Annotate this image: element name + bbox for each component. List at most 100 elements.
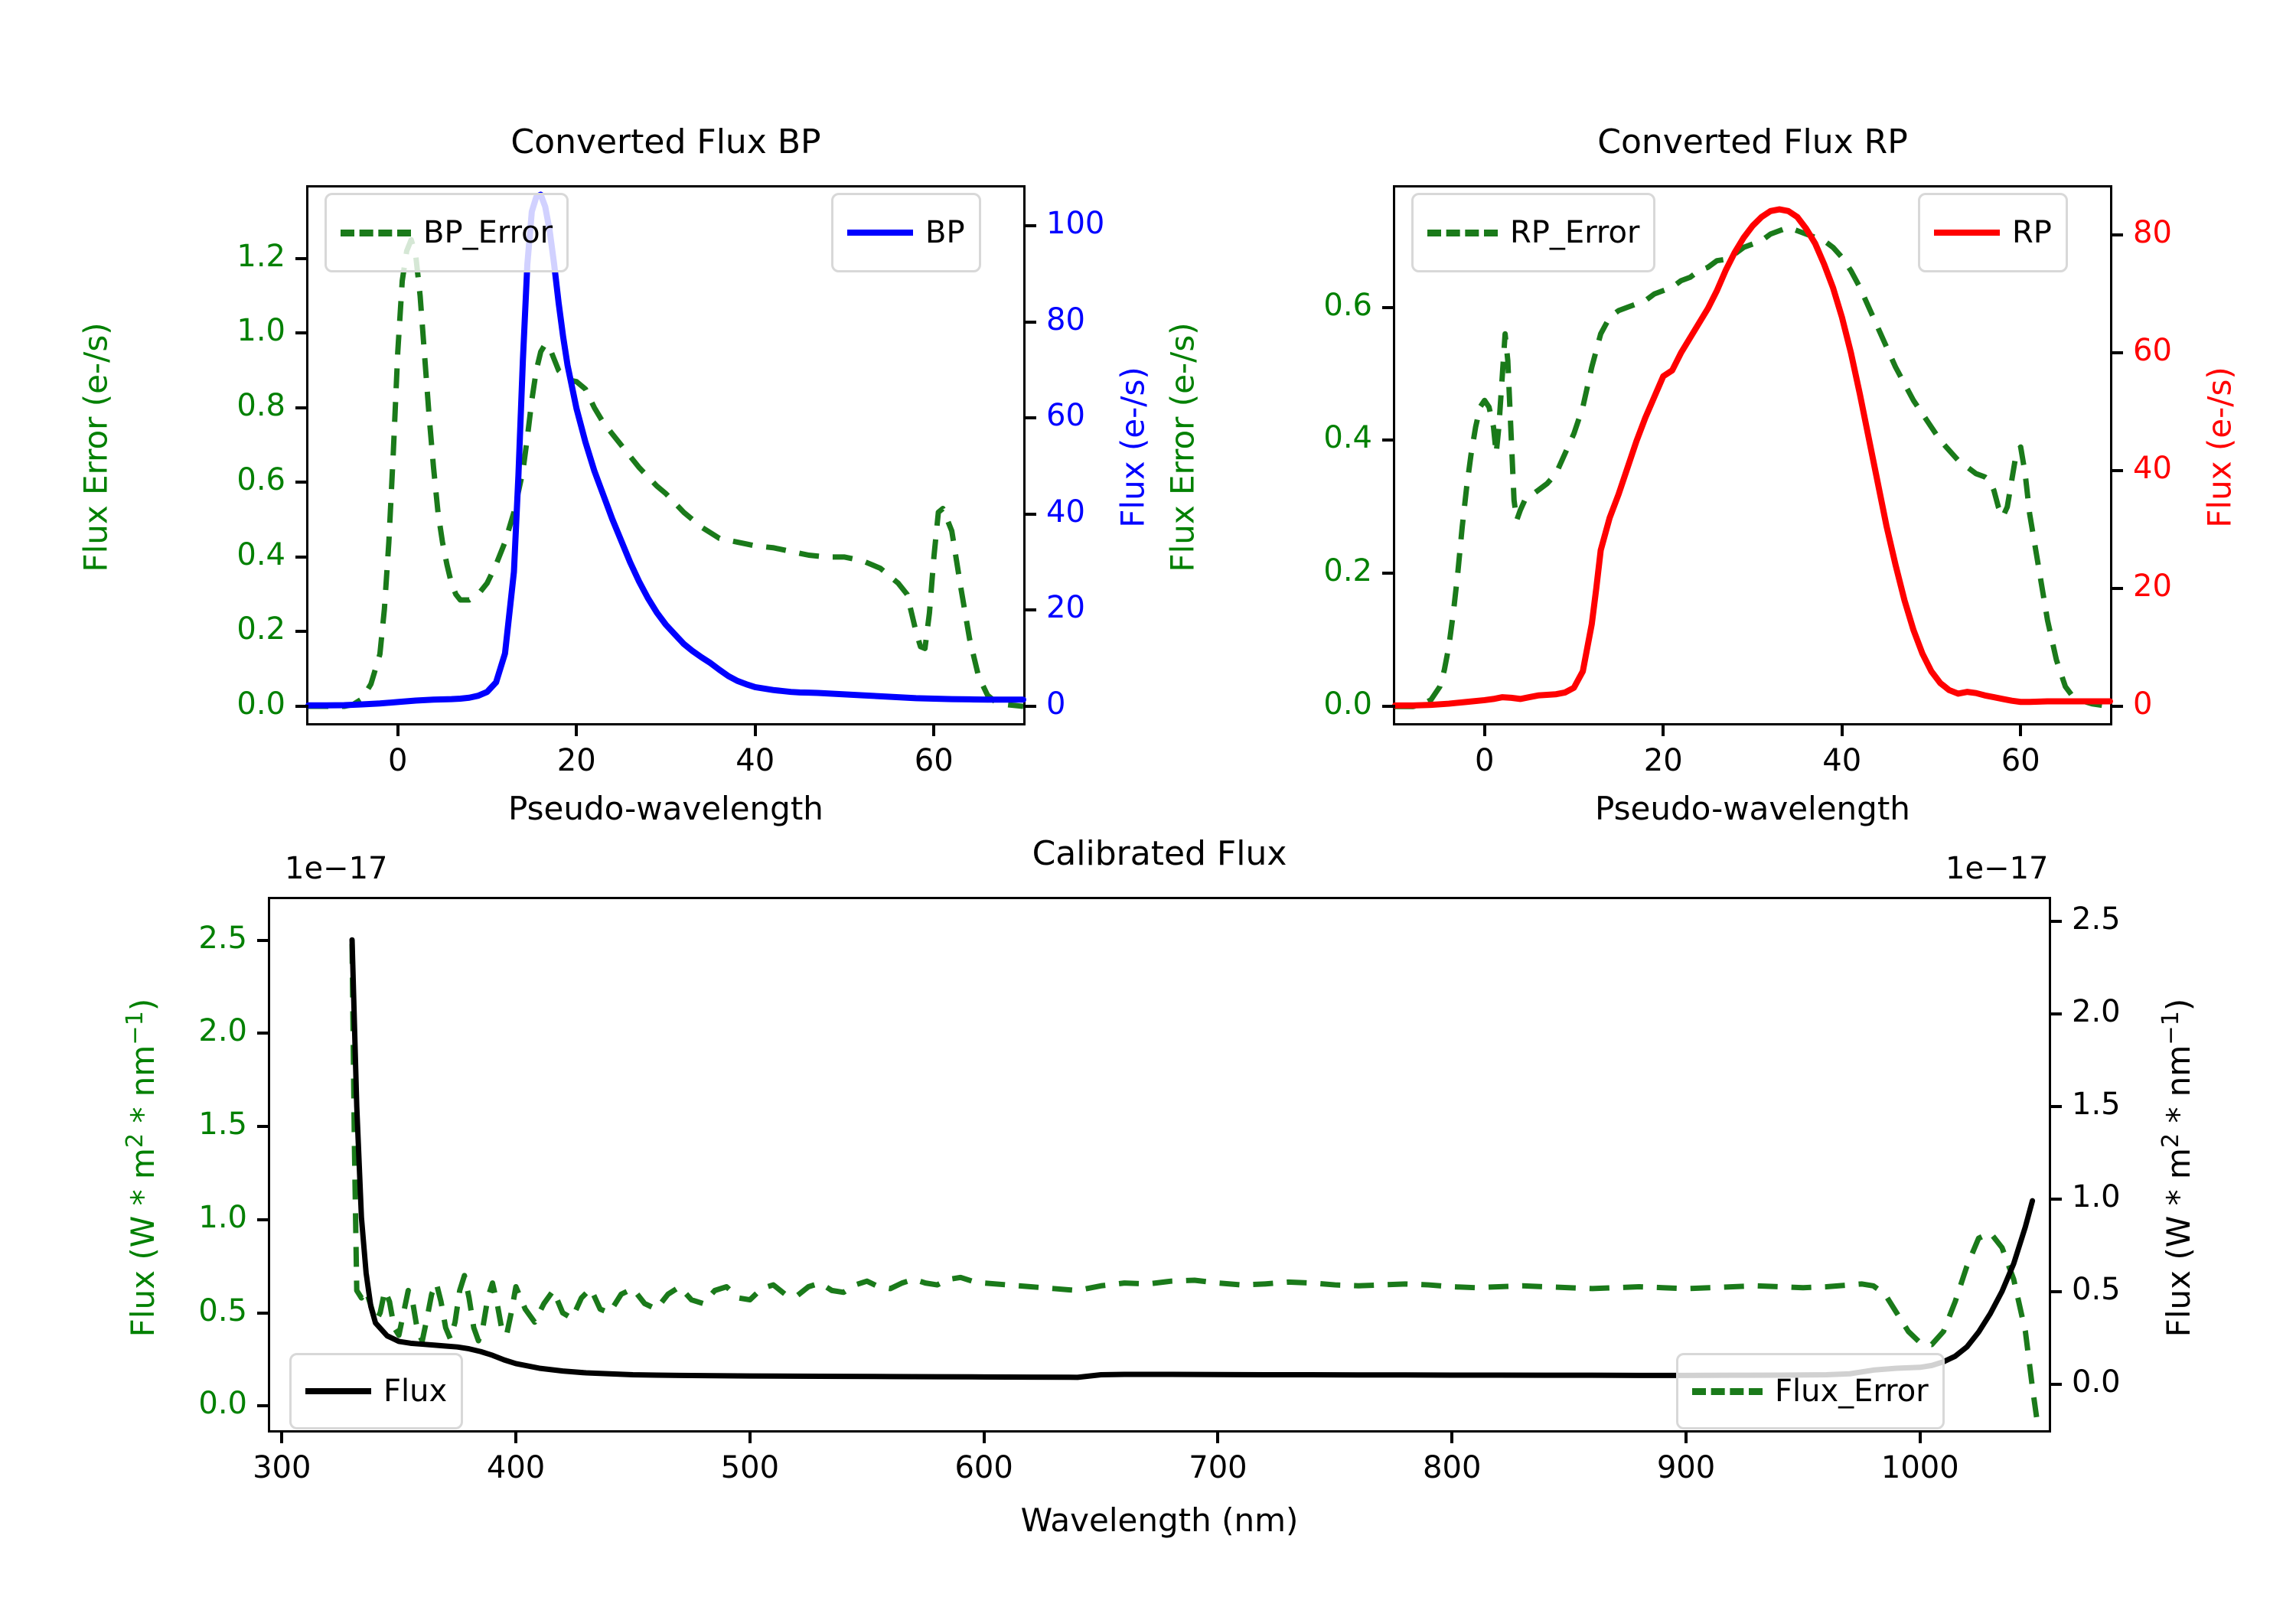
cal-x-tickmark-2 bbox=[748, 1430, 752, 1443]
bp-x-tick-2: 40 bbox=[735, 743, 775, 778]
cal-x-tickmark-4 bbox=[1216, 1430, 1220, 1443]
rp-left-y-tick-3: 0.6 bbox=[1323, 287, 1372, 323]
bp-left-y-tickmark-1 bbox=[295, 630, 308, 634]
rp-right-y-tick-4: 80 bbox=[2133, 214, 2172, 250]
rp-right-y-tick-1: 20 bbox=[2133, 569, 2172, 605]
cal-x-tickmark-3 bbox=[982, 1430, 986, 1443]
cal-right-y-tickmark-3 bbox=[2049, 1104, 2062, 1108]
bp-left-y-tick-5: 1.0 bbox=[236, 313, 285, 349]
rp-left-y-tickmark-3 bbox=[1382, 305, 1395, 309]
rp-left-y-tickmark-1 bbox=[1382, 572, 1395, 575]
cal-x-tick-7: 1000 bbox=[1880, 1450, 1959, 1485]
cal-left-y-tickmark-2 bbox=[257, 1217, 270, 1221]
rp-plot-area bbox=[1392, 206, 2113, 709]
cal-left-y-tickmark-1 bbox=[257, 1311, 270, 1315]
rp-legend-error[interactable]: RP_Error bbox=[1411, 193, 1656, 272]
bp-left-y-tick-0: 0.0 bbox=[236, 686, 285, 722]
calibrated-panel-title: Calibrated Flux bbox=[1032, 834, 1287, 873]
rp-right-y-tickmark-4 bbox=[2110, 233, 2123, 236]
rp-x-tick-2: 40 bbox=[1822, 743, 1862, 778]
rp-x-tick-1: 20 bbox=[1643, 743, 1683, 778]
rp-x-tick-3: 60 bbox=[2001, 743, 2040, 778]
bp-error-series bbox=[308, 236, 1024, 709]
rp-left-y-tickmark-2 bbox=[1382, 438, 1395, 442]
bp-x-tickmark-0 bbox=[396, 723, 400, 736]
calibrated-error-line-swatch bbox=[1692, 1387, 1763, 1395]
cal-right-y-tick-3: 1.5 bbox=[2072, 1086, 2121, 1122]
bp-left-y-tickmark-3 bbox=[295, 481, 308, 484]
bp-x-tick-1: 20 bbox=[556, 743, 596, 778]
calibrated-left-offset-text: 1e−17 bbox=[285, 851, 388, 886]
bp-flux-line-swatch bbox=[847, 230, 913, 236]
cal-right-y-tick-0: 0.0 bbox=[2072, 1364, 2121, 1400]
cal-right-y-tick-4: 2.0 bbox=[2072, 993, 2121, 1029]
cal-right-y-tickmark-1 bbox=[2049, 1289, 2062, 1293]
rp-error-line-swatch bbox=[1427, 229, 1498, 236]
rp-right-y-tick-3: 60 bbox=[2133, 332, 2172, 368]
cal-left-y-tickmark-4 bbox=[257, 1032, 270, 1035]
bp-legend-error-label: BP_Error bbox=[423, 215, 553, 250]
bp-legend-error[interactable]: BP_Error bbox=[325, 193, 569, 272]
cal-x-tickmark-6 bbox=[1684, 1430, 1688, 1443]
rp-panel-title: Converted Flux RP bbox=[1597, 122, 1908, 161]
bp-left-y-tickmark-4 bbox=[295, 406, 308, 409]
calibrated-legend-flux[interactable]: Flux bbox=[289, 1353, 464, 1429]
calibrated-right-offset-text: 1e−17 bbox=[1945, 851, 2049, 886]
rp-x-tick-0: 0 bbox=[1475, 743, 1495, 778]
rp-x-axis-label: Pseudo-wavelength bbox=[1595, 790, 1910, 827]
cal-x-tick-1: 400 bbox=[486, 1450, 546, 1485]
cal-left-y-tick-5: 2.5 bbox=[198, 920, 247, 956]
bp-left-y-tick-3: 0.6 bbox=[236, 462, 285, 498]
rp-x-tickmark-2 bbox=[1840, 723, 1844, 736]
calibrated-legend-flux-label: Flux bbox=[383, 1374, 448, 1409]
rp-flux-line-swatch bbox=[1934, 230, 2000, 236]
cal-right-y-tick-1: 0.5 bbox=[2072, 1271, 2121, 1307]
calibrated-plot-area bbox=[349, 937, 2040, 1422]
bp-left-y-tickmark-2 bbox=[295, 555, 308, 559]
bp-left-y-tickmark-0 bbox=[295, 705, 308, 709]
cal-left-y-tickmark-3 bbox=[257, 1125, 270, 1129]
cal-left-y-tickmark-5 bbox=[257, 938, 270, 942]
rp-x-tickmark-3 bbox=[2019, 723, 2023, 736]
bp-x-tick-3: 60 bbox=[914, 743, 954, 778]
bp-error-line-swatch bbox=[341, 229, 411, 236]
rp-right-y-tick-0: 0 bbox=[2133, 686, 2153, 722]
bp-panel-title: Converted Flux BP bbox=[510, 122, 821, 161]
cal-left-y-tick-3: 1.5 bbox=[198, 1107, 247, 1143]
cal-x-tick-2: 500 bbox=[720, 1450, 780, 1485]
bp-right-y-tickmark-4 bbox=[1023, 320, 1036, 324]
cal-right-y-tick-5: 2.5 bbox=[2072, 901, 2121, 937]
rp-right-y-tickmark-0 bbox=[2110, 705, 2123, 709]
cal-left-y-tick-1: 0.5 bbox=[198, 1292, 247, 1328]
calibrated-right-axis-label: Flux (W * m2 * nm−1) bbox=[2157, 998, 2197, 1338]
rp-left-y-tick-0: 0.0 bbox=[1323, 686, 1372, 722]
bp-left-y-tick-2: 0.4 bbox=[236, 536, 285, 572]
rp-legend-error-label: RP_Error bbox=[1510, 215, 1640, 250]
bp-right-y-tickmark-2 bbox=[1023, 512, 1036, 516]
calibrated-x-axis-label: Wavelength (nm) bbox=[1020, 1501, 1299, 1539]
cal-x-tick-5: 800 bbox=[1423, 1450, 1482, 1485]
bp-right-y-tick-5: 100 bbox=[1046, 206, 1105, 242]
bp-left-y-tick-6: 1.2 bbox=[236, 238, 285, 274]
calibrated-axes-frame bbox=[268, 897, 2051, 1433]
bp-legend-flux-label: BP bbox=[925, 215, 965, 250]
rp-flux-series bbox=[1392, 206, 2113, 709]
rp-right-y-tickmark-3 bbox=[2110, 350, 2123, 354]
bp-flux-series bbox=[305, 191, 1026, 709]
calibrated-legend-error[interactable]: Flux_Error bbox=[1676, 1353, 1945, 1429]
bp-right-y-tickmark-5 bbox=[1023, 224, 1036, 228]
rp-x-tickmark-0 bbox=[1482, 723, 1486, 736]
rp-right-y-tick-2: 40 bbox=[2133, 451, 2172, 487]
cal-x-tick-4: 700 bbox=[1189, 1450, 1247, 1485]
bp-x-axis-label: Pseudo-wavelength bbox=[508, 790, 823, 827]
rp-x-tickmark-1 bbox=[1662, 723, 1665, 736]
cal-right-y-tickmark-0 bbox=[2049, 1382, 2062, 1386]
bp-plot-area bbox=[305, 191, 1026, 709]
cal-x-tickmark-5 bbox=[1450, 1430, 1454, 1443]
rp-right-axis-label: Flux (e-/s) bbox=[2200, 367, 2239, 528]
calibrated-legend-error-label: Flux_Error bbox=[1775, 1374, 1929, 1409]
bp-legend-flux[interactable]: BP bbox=[831, 193, 981, 272]
cal-right-y-tickmark-4 bbox=[2049, 1012, 2062, 1015]
rp-legend-flux[interactable]: RP bbox=[1918, 193, 2068, 272]
